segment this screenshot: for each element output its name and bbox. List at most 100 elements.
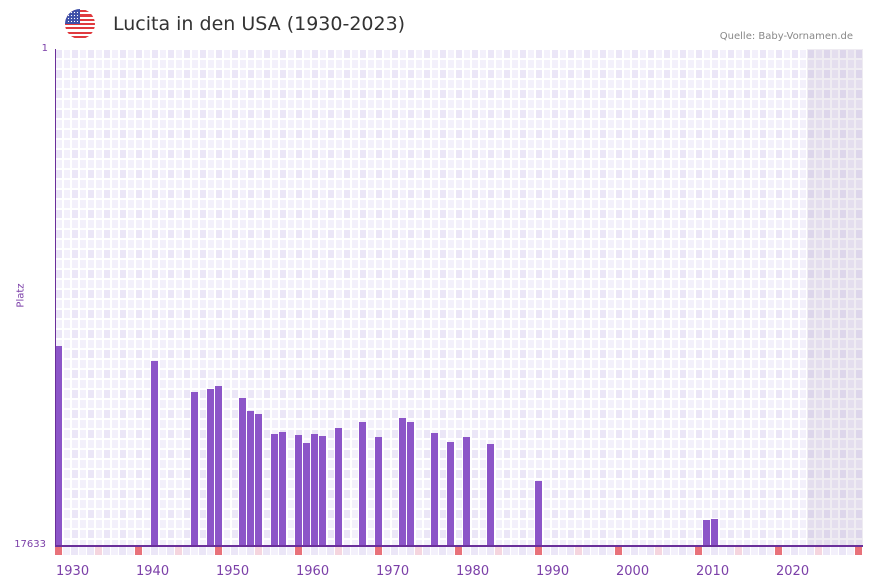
year-marker <box>231 547 238 555</box>
year-marker <box>143 547 150 555</box>
bar-1930[interactable] <box>55 346 62 545</box>
year-marker <box>127 547 134 555</box>
year-marker <box>207 547 214 555</box>
year-marker <box>431 547 438 555</box>
year-marker <box>567 547 574 555</box>
grid-column <box>63 49 71 548</box>
year-marker <box>151 547 158 555</box>
year-marker <box>647 547 654 555</box>
year-marker <box>711 547 718 555</box>
grid-column <box>479 49 487 548</box>
year-marker <box>119 547 126 555</box>
year-marker <box>543 547 550 555</box>
year-marker <box>135 547 142 555</box>
grid-column <box>743 49 751 548</box>
bar-1954[interactable] <box>247 411 254 545</box>
grid-column <box>391 49 399 548</box>
year-marker <box>727 547 734 555</box>
year-marker <box>559 547 566 555</box>
year-marker <box>191 547 198 555</box>
bar-1979[interactable] <box>447 441 454 545</box>
year-marker <box>383 547 390 555</box>
grid-column <box>367 49 375 548</box>
year-marker <box>527 547 534 555</box>
year-marker <box>471 547 478 555</box>
year-marker <box>807 547 814 555</box>
grid-column <box>327 49 335 548</box>
grid-column <box>559 49 567 548</box>
grid-column <box>455 49 463 548</box>
grid-column <box>727 49 735 548</box>
year-marker <box>279 547 286 555</box>
year-marker <box>159 547 166 555</box>
year-marker <box>263 547 270 555</box>
bar-1949[interactable] <box>207 389 214 545</box>
grid-column <box>103 49 111 548</box>
year-marker <box>479 547 486 555</box>
x-tick-label: 2020 <box>776 564 809 579</box>
bar-1977[interactable] <box>431 432 438 545</box>
year-marker <box>631 547 638 555</box>
bar-1950[interactable] <box>215 385 222 545</box>
year-marker <box>271 547 278 555</box>
bar-1947[interactable] <box>191 391 198 545</box>
bar-1942[interactable] <box>151 360 158 545</box>
year-marker <box>311 547 318 555</box>
bar-1953[interactable] <box>239 398 246 545</box>
bar-1970[interactable] <box>375 436 382 545</box>
bar-1984[interactable] <box>487 443 494 545</box>
year-marker <box>455 547 462 555</box>
bar-1962[interactable] <box>311 434 318 545</box>
bar-2012[interactable] <box>711 519 718 545</box>
y-tick-bottom: 17633 <box>4 539 46 550</box>
grid-column <box>567 49 575 548</box>
bar-1974[interactable] <box>407 422 414 545</box>
year-marker <box>791 547 798 555</box>
x-tick-label: 1950 <box>216 564 249 579</box>
grid-column <box>591 49 599 548</box>
year-marker <box>511 547 518 555</box>
year-marker <box>783 547 790 555</box>
bar-1958[interactable] <box>279 431 286 545</box>
bar-1965[interactable] <box>335 427 342 545</box>
year-marker <box>367 547 374 555</box>
year-marker <box>351 547 358 555</box>
grid-column <box>647 49 655 548</box>
year-marker <box>439 547 446 555</box>
bar-1981[interactable] <box>463 436 470 545</box>
bar-1990[interactable] <box>535 481 542 545</box>
grid-column <box>663 49 671 548</box>
year-marker <box>215 547 222 555</box>
bar-2011[interactable] <box>703 519 710 545</box>
grid-column <box>807 49 815 548</box>
chart-title: Lucita in den USA (1930-2023) <box>113 13 405 35</box>
year-marker <box>591 547 598 555</box>
year-marker <box>375 547 382 555</box>
grid-column <box>127 49 135 548</box>
grid-column <box>511 49 519 548</box>
bar-1955[interactable] <box>255 414 262 545</box>
year-marker <box>535 547 542 555</box>
bar-1960[interactable] <box>295 434 302 545</box>
bar-1968[interactable] <box>359 422 366 545</box>
bar-1957[interactable] <box>271 434 278 545</box>
grid-column <box>183 49 191 548</box>
grid-column <box>679 49 687 548</box>
year-marker <box>399 547 406 555</box>
bar-1973[interactable] <box>399 418 406 545</box>
year-marker <box>639 547 646 555</box>
year-marker <box>687 547 694 555</box>
year-marker <box>71 547 78 555</box>
bar-1963[interactable] <box>319 436 326 545</box>
grid-column <box>351 49 359 548</box>
grid-column <box>815 49 823 548</box>
grid-column <box>175 49 183 548</box>
year-marker <box>695 547 702 555</box>
year-marker <box>287 547 294 555</box>
bar-1961[interactable] <box>303 443 310 545</box>
year-marker <box>519 547 526 555</box>
year-marker <box>295 547 302 555</box>
grid-column <box>751 49 759 548</box>
year-marker <box>655 547 662 555</box>
year-marker <box>607 547 614 555</box>
